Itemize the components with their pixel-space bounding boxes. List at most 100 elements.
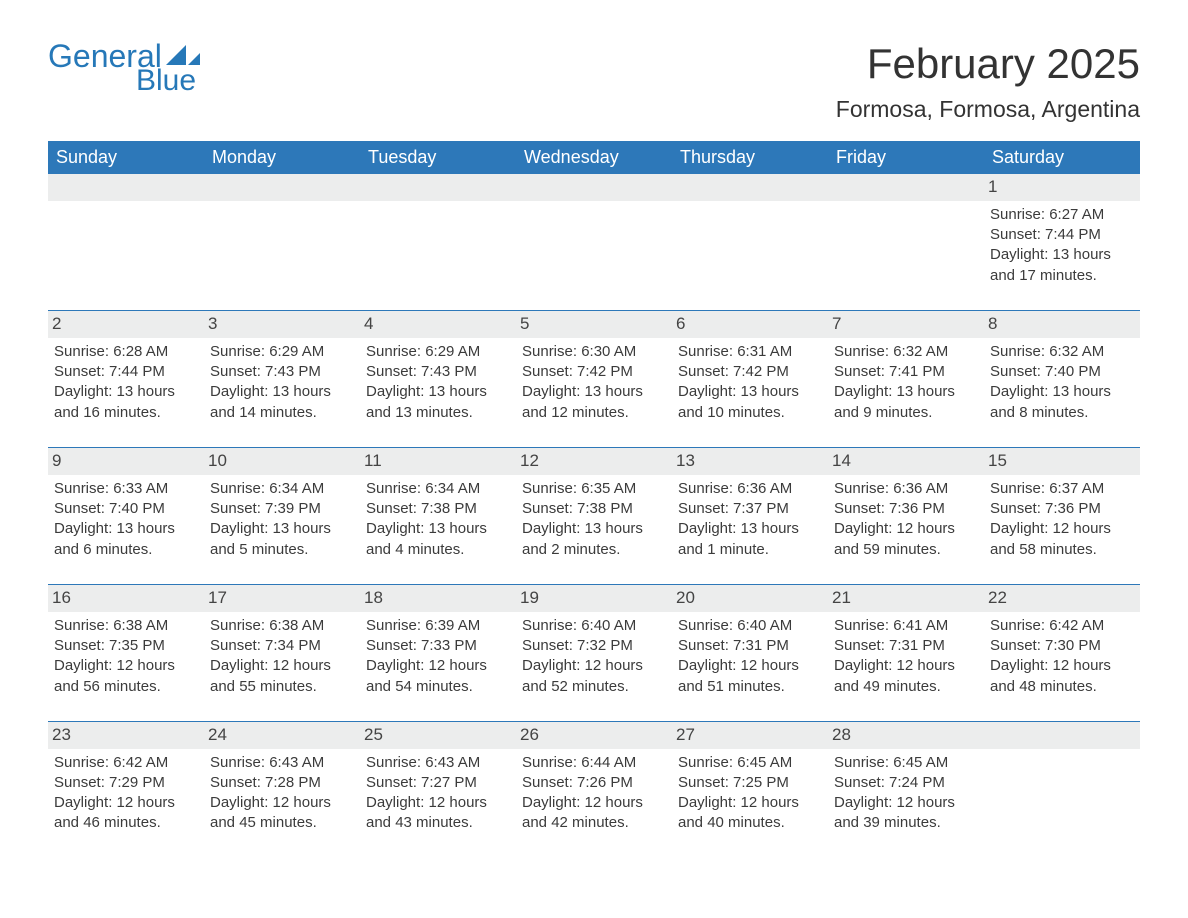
calendar-day-cell: 11Sunrise: 6:34 AMSunset: 7:38 PMDayligh…	[360, 447, 516, 584]
sunrise-line: Sunrise: 6:27 AM	[990, 205, 1134, 225]
calendar-day-cell: 22Sunrise: 6:42 AMSunset: 7:30 PMDayligh…	[984, 584, 1140, 721]
calendar-day-cell: 6Sunrise: 6:31 AMSunset: 7:42 PMDaylight…	[672, 310, 828, 447]
sunrise-line: Sunrise: 6:43 AM	[366, 753, 510, 773]
calendar-day-cell: 2Sunrise: 6:28 AMSunset: 7:44 PMDaylight…	[48, 310, 204, 447]
day-number	[360, 174, 516, 201]
daylight-line: Daylight: 13 hours and 6 minutes.	[54, 519, 198, 560]
day-number	[984, 722, 1140, 749]
weekday-header: Tuesday	[360, 141, 516, 174]
weekday-header: Friday	[828, 141, 984, 174]
calendar-day-cell: 5Sunrise: 6:30 AMSunset: 7:42 PMDaylight…	[516, 310, 672, 447]
calendar-day-cell	[360, 174, 516, 310]
sunset-line: Sunset: 7:41 PM	[834, 362, 978, 382]
sunset-line: Sunset: 7:36 PM	[990, 499, 1134, 519]
daylight-line: Daylight: 13 hours and 12 minutes.	[522, 382, 666, 423]
sunset-line: Sunset: 7:44 PM	[54, 362, 198, 382]
daylight-line: Daylight: 12 hours and 43 minutes.	[366, 793, 510, 834]
daylight-line: Daylight: 12 hours and 45 minutes.	[210, 793, 354, 834]
calendar-day-cell: 3Sunrise: 6:29 AMSunset: 7:43 PMDaylight…	[204, 310, 360, 447]
day-number: 28	[828, 722, 984, 749]
daylight-line: Daylight: 13 hours and 4 minutes.	[366, 519, 510, 560]
sunrise-line: Sunrise: 6:37 AM	[990, 479, 1134, 499]
sunset-line: Sunset: 7:27 PM	[366, 773, 510, 793]
calendar-day-cell: 25Sunrise: 6:43 AMSunset: 7:27 PMDayligh…	[360, 721, 516, 857]
day-number: 14	[828, 448, 984, 475]
daylight-line: Daylight: 13 hours and 1 minute.	[678, 519, 822, 560]
sunset-line: Sunset: 7:32 PM	[522, 636, 666, 656]
daylight-line: Daylight: 12 hours and 40 minutes.	[678, 793, 822, 834]
sunrise-line: Sunrise: 6:32 AM	[834, 342, 978, 362]
calendar-day-cell: 27Sunrise: 6:45 AMSunset: 7:25 PMDayligh…	[672, 721, 828, 857]
sunset-line: Sunset: 7:30 PM	[990, 636, 1134, 656]
day-number	[48, 174, 204, 201]
calendar-week-row: 2Sunrise: 6:28 AMSunset: 7:44 PMDaylight…	[48, 310, 1140, 447]
sunset-line: Sunset: 7:29 PM	[54, 773, 198, 793]
day-number	[672, 174, 828, 201]
day-number: 3	[204, 311, 360, 338]
title-block: February 2025 Formosa, Formosa, Argentin…	[836, 40, 1140, 123]
calendar-day-cell	[828, 174, 984, 310]
daylight-line: Daylight: 12 hours and 51 minutes.	[678, 656, 822, 697]
day-number: 12	[516, 448, 672, 475]
calendar-day-cell: 18Sunrise: 6:39 AMSunset: 7:33 PMDayligh…	[360, 584, 516, 721]
sunrise-line: Sunrise: 6:44 AM	[522, 753, 666, 773]
calendar-day-cell: 19Sunrise: 6:40 AMSunset: 7:32 PMDayligh…	[516, 584, 672, 721]
day-number	[516, 174, 672, 201]
sunrise-line: Sunrise: 6:33 AM	[54, 479, 198, 499]
calendar-day-cell: 1Sunrise: 6:27 AMSunset: 7:44 PMDaylight…	[984, 174, 1140, 310]
sunset-line: Sunset: 7:33 PM	[366, 636, 510, 656]
calendar-day-cell: 20Sunrise: 6:40 AMSunset: 7:31 PMDayligh…	[672, 584, 828, 721]
day-number: 10	[204, 448, 360, 475]
calendar-day-cell: 26Sunrise: 6:44 AMSunset: 7:26 PMDayligh…	[516, 721, 672, 857]
sunset-line: Sunset: 7:42 PM	[522, 362, 666, 382]
calendar-day-cell: 8Sunrise: 6:32 AMSunset: 7:40 PMDaylight…	[984, 310, 1140, 447]
sunset-line: Sunset: 7:38 PM	[522, 499, 666, 519]
brand-word-2: Blue	[136, 66, 200, 96]
day-number: 23	[48, 722, 204, 749]
calendar-day-cell: 23Sunrise: 6:42 AMSunset: 7:29 PMDayligh…	[48, 721, 204, 857]
day-number: 11	[360, 448, 516, 475]
day-number: 21	[828, 585, 984, 612]
calendar-week-row: 23Sunrise: 6:42 AMSunset: 7:29 PMDayligh…	[48, 721, 1140, 857]
sunset-line: Sunset: 7:37 PM	[678, 499, 822, 519]
day-number: 9	[48, 448, 204, 475]
day-number: 1	[984, 174, 1140, 201]
calendar-day-cell: 4Sunrise: 6:29 AMSunset: 7:43 PMDaylight…	[360, 310, 516, 447]
calendar-table: Sunday Monday Tuesday Wednesday Thursday…	[48, 141, 1140, 858]
daylight-line: Daylight: 12 hours and 48 minutes.	[990, 656, 1134, 697]
sunrise-line: Sunrise: 6:43 AM	[210, 753, 354, 773]
calendar-day-cell: 9Sunrise: 6:33 AMSunset: 7:40 PMDaylight…	[48, 447, 204, 584]
calendar-week-row: 1Sunrise: 6:27 AMSunset: 7:44 PMDaylight…	[48, 174, 1140, 310]
sunset-line: Sunset: 7:38 PM	[366, 499, 510, 519]
weekday-header: Saturday	[984, 141, 1140, 174]
day-number: 5	[516, 311, 672, 338]
calendar-day-cell	[672, 174, 828, 310]
sunrise-line: Sunrise: 6:40 AM	[678, 616, 822, 636]
calendar-day-cell: 7Sunrise: 6:32 AMSunset: 7:41 PMDaylight…	[828, 310, 984, 447]
calendar-day-cell: 17Sunrise: 6:38 AMSunset: 7:34 PMDayligh…	[204, 584, 360, 721]
calendar-day-cell: 14Sunrise: 6:36 AMSunset: 7:36 PMDayligh…	[828, 447, 984, 584]
sunrise-line: Sunrise: 6:45 AM	[834, 753, 978, 773]
calendar-week-row: 9Sunrise: 6:33 AMSunset: 7:40 PMDaylight…	[48, 447, 1140, 584]
day-number: 22	[984, 585, 1140, 612]
day-number: 8	[984, 311, 1140, 338]
sunrise-line: Sunrise: 6:36 AM	[678, 479, 822, 499]
daylight-line: Daylight: 13 hours and 13 minutes.	[366, 382, 510, 423]
daylight-line: Daylight: 12 hours and 46 minutes.	[54, 793, 198, 834]
day-number: 17	[204, 585, 360, 612]
day-number: 2	[48, 311, 204, 338]
daylight-line: Daylight: 12 hours and 39 minutes.	[834, 793, 978, 834]
sunset-line: Sunset: 7:31 PM	[678, 636, 822, 656]
sunset-line: Sunset: 7:34 PM	[210, 636, 354, 656]
day-number	[828, 174, 984, 201]
sunset-line: Sunset: 7:43 PM	[210, 362, 354, 382]
calendar-day-cell: 28Sunrise: 6:45 AMSunset: 7:24 PMDayligh…	[828, 721, 984, 857]
calendar-week-row: 16Sunrise: 6:38 AMSunset: 7:35 PMDayligh…	[48, 584, 1140, 721]
daylight-line: Daylight: 13 hours and 10 minutes.	[678, 382, 822, 423]
calendar-day-cell: 10Sunrise: 6:34 AMSunset: 7:39 PMDayligh…	[204, 447, 360, 584]
sunrise-line: Sunrise: 6:45 AM	[678, 753, 822, 773]
day-number: 26	[516, 722, 672, 749]
weekday-header-row: Sunday Monday Tuesday Wednesday Thursday…	[48, 141, 1140, 174]
daylight-line: Daylight: 13 hours and 8 minutes.	[990, 382, 1134, 423]
day-number: 7	[828, 311, 984, 338]
